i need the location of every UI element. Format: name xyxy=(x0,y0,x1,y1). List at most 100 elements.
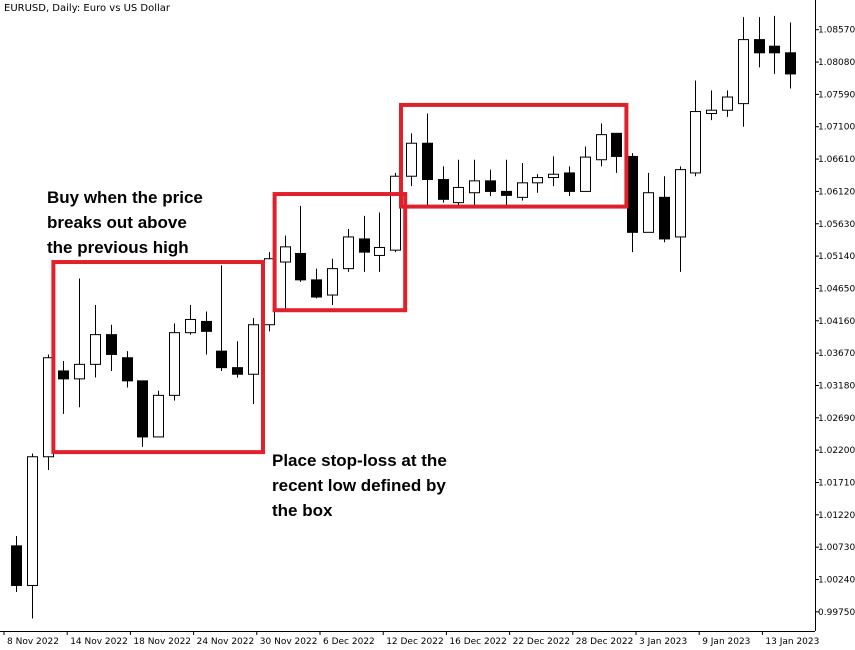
candle xyxy=(643,172,654,233)
candle xyxy=(659,176,670,243)
time-axis: 8 Nov 2022 14 Nov 2022 18 Nov 2022 24 Nov 2… xyxy=(0,631,819,647)
bear-candle-body xyxy=(485,180,496,192)
price-tick-label: 1.07100 xyxy=(818,123,855,133)
bull-candle-body xyxy=(596,134,607,161)
candle xyxy=(706,90,717,121)
bear-candle-body xyxy=(216,350,227,369)
time-tick-label: 3 Jan 2023 xyxy=(639,637,687,647)
candle xyxy=(754,17,765,68)
price-tick-label: 1.06610 xyxy=(818,155,855,165)
price-tick-label: 1.01710 xyxy=(818,478,855,488)
candle xyxy=(675,166,686,272)
bear-candle-body xyxy=(201,320,212,332)
price-tick-label: 1.03180 xyxy=(818,381,855,391)
price-tick-label: 1.01220 xyxy=(818,511,855,521)
price-tick-label: 1.02200 xyxy=(818,446,855,456)
candle xyxy=(74,278,85,408)
chart-title: EURUSD, Daily: Euro vs US Dollar xyxy=(4,3,171,14)
bull-candle-body xyxy=(675,169,686,238)
candle xyxy=(295,205,306,282)
candle xyxy=(390,172,401,253)
bear-candle-body xyxy=(232,367,243,375)
stop-loss-annotation: Place stop-loss at the recent low define… xyxy=(272,451,447,520)
bull-candle-body xyxy=(738,39,749,105)
candle xyxy=(90,304,101,378)
candle xyxy=(280,235,291,312)
bear-candle-body xyxy=(295,252,306,281)
time-tick-label: 12 Dec 2022 xyxy=(386,637,444,647)
bear-candle-body xyxy=(611,132,622,157)
bear-candle-body xyxy=(311,279,322,298)
candle xyxy=(453,159,464,206)
candle xyxy=(201,311,212,355)
time-tick-label: 6 Dec 2022 xyxy=(323,637,375,647)
candle xyxy=(359,215,370,272)
price-tick-label: 1.00240 xyxy=(818,576,855,586)
candle xyxy=(485,169,496,197)
bull-candle-body xyxy=(153,394,164,438)
candle xyxy=(153,390,164,438)
bull-candle-body xyxy=(185,318,196,334)
candle xyxy=(627,153,638,253)
bull-candle-body xyxy=(390,175,401,251)
bull-candle-body xyxy=(90,334,101,365)
price-tick-label: 1.04650 xyxy=(818,284,855,294)
candle xyxy=(169,323,180,401)
candle xyxy=(27,453,38,619)
breakout-boxes-layer xyxy=(51,102,629,455)
bear-candle-body xyxy=(769,45,780,54)
candle xyxy=(137,380,148,447)
price-tick-label: 1.07590 xyxy=(818,90,855,100)
candle xyxy=(769,15,780,74)
bear-candle-body xyxy=(659,196,670,240)
candle xyxy=(580,146,591,192)
candle xyxy=(11,535,22,593)
consolidation-box xyxy=(272,192,408,313)
bull-candle-body xyxy=(453,186,464,204)
bear-candle-body xyxy=(106,334,117,355)
time-tick-label: 13 Jan 2023 xyxy=(765,637,819,647)
price-tick-label: 1.00730 xyxy=(818,543,855,553)
time-tick-label: 9 Jan 2023 xyxy=(702,637,750,647)
candle xyxy=(232,341,243,378)
candle xyxy=(690,80,701,177)
bull-candle-body xyxy=(406,142,417,177)
bear-candle-body xyxy=(137,380,148,438)
bear-candle-body xyxy=(785,52,796,75)
time-tick-label: 30 Nov 2022 xyxy=(260,637,318,647)
candle xyxy=(501,159,512,206)
candle xyxy=(438,166,449,203)
time-tick-label: 18 Nov 2022 xyxy=(133,637,191,647)
candle xyxy=(406,133,417,187)
bull-candle-body xyxy=(643,192,654,233)
candle xyxy=(343,229,354,272)
candle xyxy=(248,318,259,404)
bull-candle-body xyxy=(469,180,480,194)
consolidation-box xyxy=(51,260,266,455)
candle xyxy=(422,113,433,206)
bull-candle-body xyxy=(580,156,591,192)
time-tick-label: 28 Dec 2022 xyxy=(576,637,634,647)
candle xyxy=(469,159,480,206)
bull-candle-body xyxy=(343,236,354,270)
bull-candle-body xyxy=(706,109,717,115)
bull-candle-body xyxy=(280,246,291,263)
candle xyxy=(785,22,796,89)
bear-candle-body xyxy=(438,179,449,200)
bull-candle-body xyxy=(374,247,385,256)
buy-annotation: Buy when the price breaks out above the … xyxy=(47,188,203,257)
price-tick-label: 1.05140 xyxy=(818,252,855,262)
price-tick-label: 1.08080 xyxy=(818,58,855,68)
candle xyxy=(596,123,607,167)
bull-candle-body xyxy=(548,173,559,179)
bull-candle-body xyxy=(327,268,338,296)
bear-candle-body xyxy=(122,357,133,382)
price-tick-label: 1.08570 xyxy=(818,26,855,36)
candle xyxy=(311,268,322,299)
bull-candle-body xyxy=(517,182,528,198)
time-tick-label: 8 Nov 2022 xyxy=(7,637,59,647)
bull-candle-body xyxy=(74,363,85,380)
bull-candle-body xyxy=(248,324,259,375)
price-axis: 1.08570 1.08080 1.07590 1.07100 1.06610 1.061… xyxy=(815,0,855,631)
